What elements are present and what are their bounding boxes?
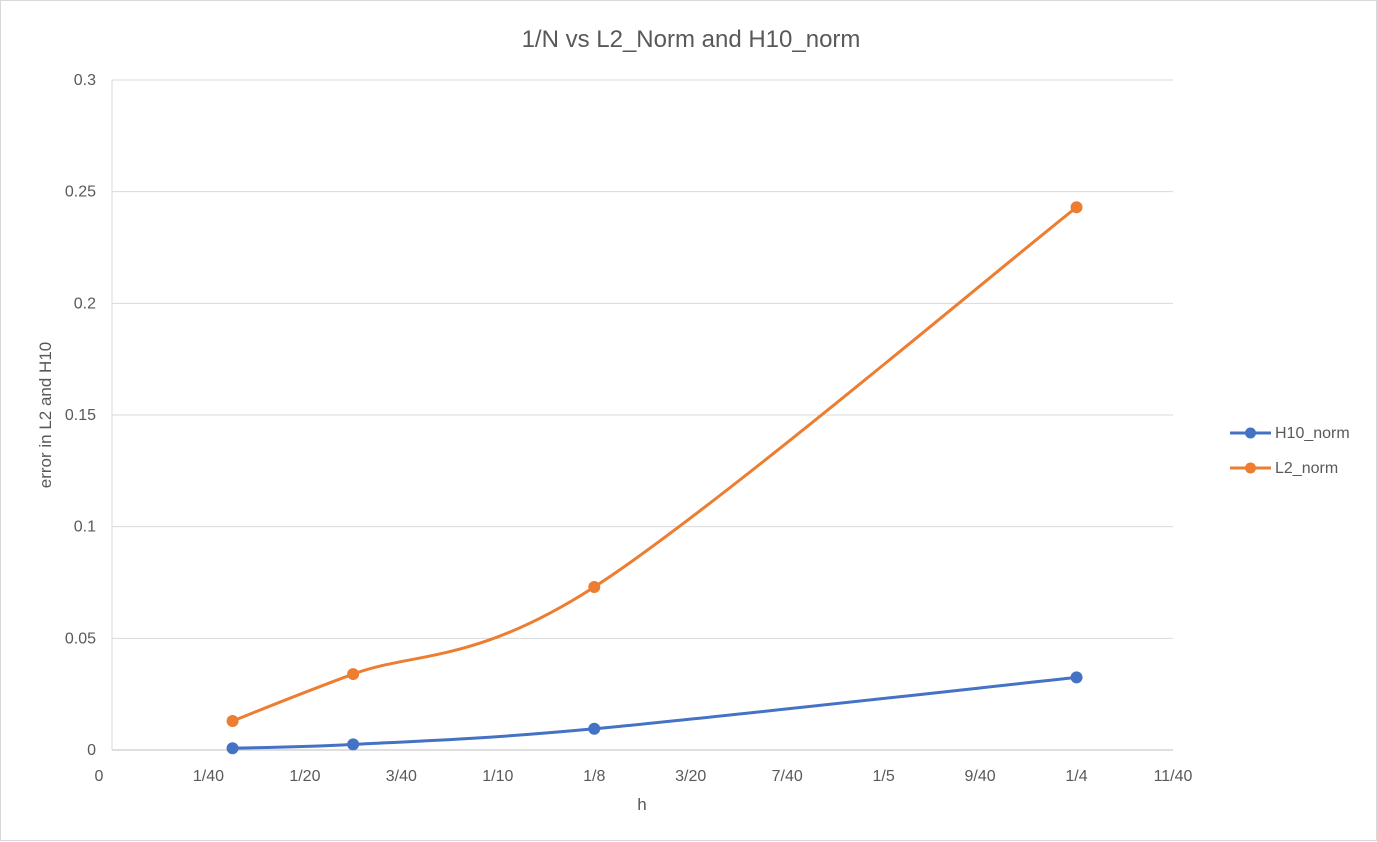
x-tick-label: 1/10 [482, 768, 513, 785]
y-tick-label: 0.3 [74, 72, 96, 89]
y-tick-label: 0.1 [74, 519, 96, 536]
series-line-l2-norm [232, 206, 1078, 723]
gridlines [112, 79, 1173, 639]
y-tick-label: 0.15 [65, 407, 96, 424]
x-tick-label: 3/40 [386, 768, 417, 785]
x-tick-label: 1/4 [1065, 768, 1087, 785]
y-axis-title: error in L2 and H10 [36, 342, 55, 488]
y-tick-label: 0.05 [65, 630, 96, 647]
data-point-l2-norm [588, 580, 601, 593]
legend-item-l2-norm: L2_norm [1230, 460, 1338, 477]
series-line-h10-norm [232, 675, 1077, 750]
x-tick-label: 11/40 [1154, 768, 1193, 785]
data-point-h10-norm [347, 738, 360, 751]
y-tick-label: 0 [87, 742, 96, 759]
series-layer [226, 201, 1083, 755]
y-tick-label: 0.25 [65, 184, 96, 201]
data-point-h10-norm [588, 722, 601, 735]
legend-marker-h10-norm [1245, 427, 1256, 439]
data-point-h10-norm [226, 742, 239, 755]
x-tick-label: 1/5 [873, 768, 895, 785]
data-point-h10-norm [1070, 671, 1083, 684]
legend: H10_norm L2_norm [1230, 425, 1350, 477]
legend-label-l2-norm: L2_norm [1275, 460, 1338, 477]
x-tick-label: 7/40 [772, 768, 803, 785]
x-tick-label: 3/20 [675, 768, 706, 785]
x-axis-title: h [637, 795, 646, 814]
legend-label-h10-norm: H10_norm [1275, 425, 1350, 442]
x-tick-label: 1/8 [583, 768, 605, 785]
series-l2-norm [226, 201, 1083, 727]
x-tick-label: 0 [95, 768, 104, 785]
axes: 0 0.05 0.1 0.15 0.2 0.25 0.3 0 1/40 1/20 3/40 1/10 1… [65, 72, 1193, 785]
chart-title: 1/N vs L2_Norm and H10_norm [522, 26, 861, 53]
x-tick-label: 1/20 [289, 768, 320, 785]
series-h10-norm [226, 671, 1083, 755]
data-point-l2-norm [226, 714, 239, 727]
legend-item-h10-norm: H10_norm [1230, 425, 1350, 442]
legend-marker-l2-norm [1245, 462, 1256, 474]
y-tick-label: 0.2 [74, 295, 96, 312]
data-point-l2-norm [1070, 201, 1083, 214]
x-tick-label: 9/40 [965, 768, 996, 785]
data-point-l2-norm [347, 668, 360, 681]
x-tick-label: 1/40 [193, 768, 224, 785]
